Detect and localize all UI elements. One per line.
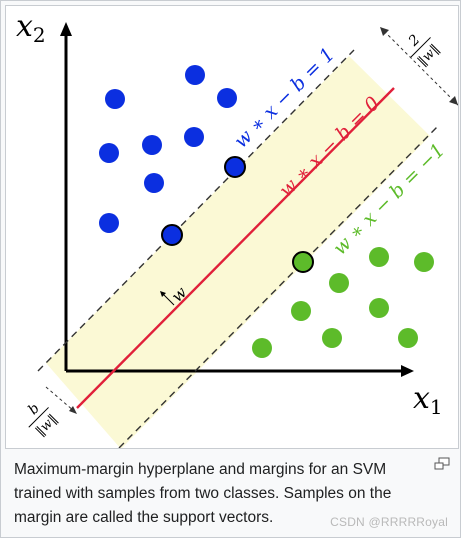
green-support-vector	[292, 251, 314, 273]
lower-margin-line	[118, 125, 439, 448]
y-axis-arrow	[60, 22, 72, 36]
watermark: CSDN @RRRRRoyal	[330, 515, 448, 529]
blue-point	[99, 143, 119, 163]
blue-support-vector	[224, 156, 246, 178]
green-point	[369, 247, 389, 267]
figure-caption: Maximum-margin hyperplane and margins fo…	[14, 461, 392, 526]
blue-point	[142, 135, 162, 155]
blue-support-vector	[161, 224, 183, 246]
svm-diagram[interactable]: x2 x1 w ∗ x − b = 1 w ∗ x − b = 0 w ∗ x …	[5, 5, 459, 449]
blue-point	[105, 89, 125, 109]
green-point	[329, 273, 349, 293]
margin-width-fraction: 2 ‖w‖	[405, 32, 443, 69]
green-point	[414, 252, 434, 272]
offset-arrowhead	[69, 406, 77, 414]
blue-point	[217, 88, 237, 108]
green-point	[398, 328, 418, 348]
enlarge-icon[interactable]	[434, 457, 450, 471]
offset-fraction: b ‖w‖	[25, 400, 60, 439]
upper-margin-line	[37, 49, 355, 372]
blue-point	[144, 173, 164, 193]
blue-point	[99, 213, 119, 233]
blue-point	[184, 127, 204, 147]
hyperplane-line	[76, 87, 395, 409]
margin-width-arrowhead-start	[380, 27, 389, 36]
green-point	[322, 328, 342, 348]
green-point	[291, 301, 311, 321]
blue-point	[185, 65, 205, 85]
y-axis-label: x2	[16, 9, 46, 47]
green-point	[252, 338, 272, 358]
x-axis-label: x1	[413, 381, 443, 419]
normal-vector	[162, 293, 175, 306]
margin-band	[46, 56, 430, 448]
svm-diagram-svg: x2 x1 w ∗ x − b = 1 w ∗ x − b = 0 w ∗ x …	[16, 9, 458, 448]
offset-arrow	[45, 386, 75, 412]
normal-vector-arrowhead	[160, 291, 166, 297]
margin-width-arrowhead-end	[449, 96, 458, 105]
green-point	[369, 298, 389, 318]
x-axis-arrow	[401, 365, 414, 377]
